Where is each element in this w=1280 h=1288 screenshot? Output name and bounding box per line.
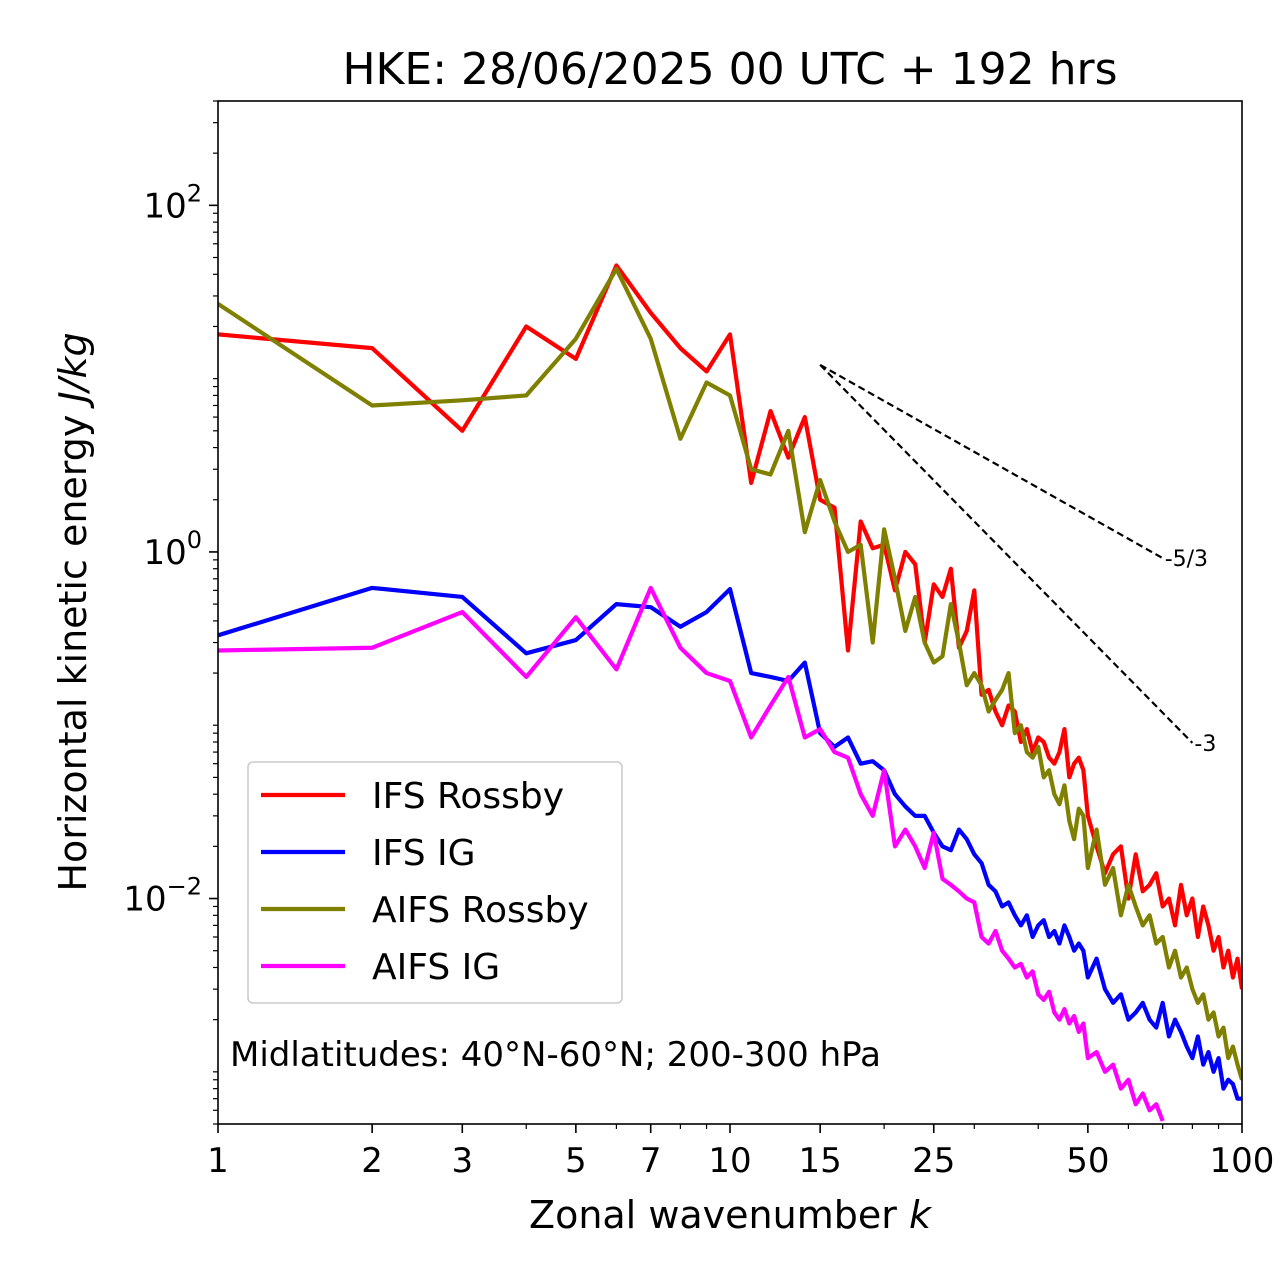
- x-tick-label: 100: [1210, 1141, 1275, 1181]
- series-layer: [218, 263, 1242, 1122]
- x-tick-label: 50: [1066, 1141, 1109, 1181]
- legend-label: IFS Rossby: [372, 776, 564, 817]
- legend-label: IFS IG: [372, 833, 476, 874]
- region-annotation: Midlatitudes: 40°N-60°N; 200-300 hPa: [230, 1035, 881, 1075]
- y-tick-label: 10−2: [123, 873, 202, 920]
- series-line-ifs-rossby: [218, 263, 1242, 990]
- x-tick-label: 1: [207, 1141, 229, 1181]
- y-tick-label: 102: [143, 179, 202, 226]
- y-axis-ticks: 10−2 100 102: [123, 100, 218, 1125]
- y-tick-label: 100: [143, 526, 202, 573]
- reference-slope-line: [819, 363, 1164, 560]
- legend-label: AIFS Rossby: [372, 890, 589, 931]
- x-axis-label-text: Zonal wavenumber: [529, 1193, 909, 1237]
- x-tick-label: 2: [361, 1141, 383, 1181]
- reference-slope-label: -5/3: [1165, 547, 1208, 572]
- x-tick-label: 7: [640, 1141, 662, 1181]
- reference-slopes: -5/3 -3: [819, 363, 1216, 757]
- x-tick-label: 3: [451, 1141, 473, 1181]
- y-axis-label-italic: J/kg: [51, 332, 95, 409]
- reference-slope-line: [819, 364, 1194, 744]
- legend-label: AIFS IG: [372, 947, 500, 988]
- y-axis-label-text: Horizontal kinetic energy: [51, 403, 95, 892]
- legend: IFS Rossby IFS IG AIFS Rossby AIFS IG: [247, 761, 623, 1004]
- x-tick-label: 10: [708, 1141, 751, 1181]
- series-line-ifs-ig: [218, 585, 1242, 1101]
- series-line-aifs-rossby: [218, 266, 1242, 1081]
- x-tick-label: 25: [912, 1141, 955, 1181]
- series-line-aifs-ig: [218, 585, 1165, 1122]
- x-tick-label: 15: [799, 1141, 842, 1181]
- x-axis-label-italic: k: [909, 1193, 933, 1237]
- y-axis-label: Horizontal kinetic energy J/kg: [51, 332, 95, 891]
- x-axis-label: Zonal wavenumber k: [529, 1193, 933, 1237]
- chart-title: HKE: 28/06/2025 00 UTC + 192 hrs: [342, 44, 1117, 95]
- legend-box: [247, 761, 623, 1004]
- reference-slope-label: -3: [1194, 732, 1216, 757]
- x-axis-ticks: 1 2 3 5 7 10 15 25 50 100: [207, 1124, 1274, 1181]
- x-tick-label: 5: [565, 1141, 587, 1181]
- legend-items: IFS Rossby IFS IG AIFS Rossby AIFS IG: [261, 776, 589, 988]
